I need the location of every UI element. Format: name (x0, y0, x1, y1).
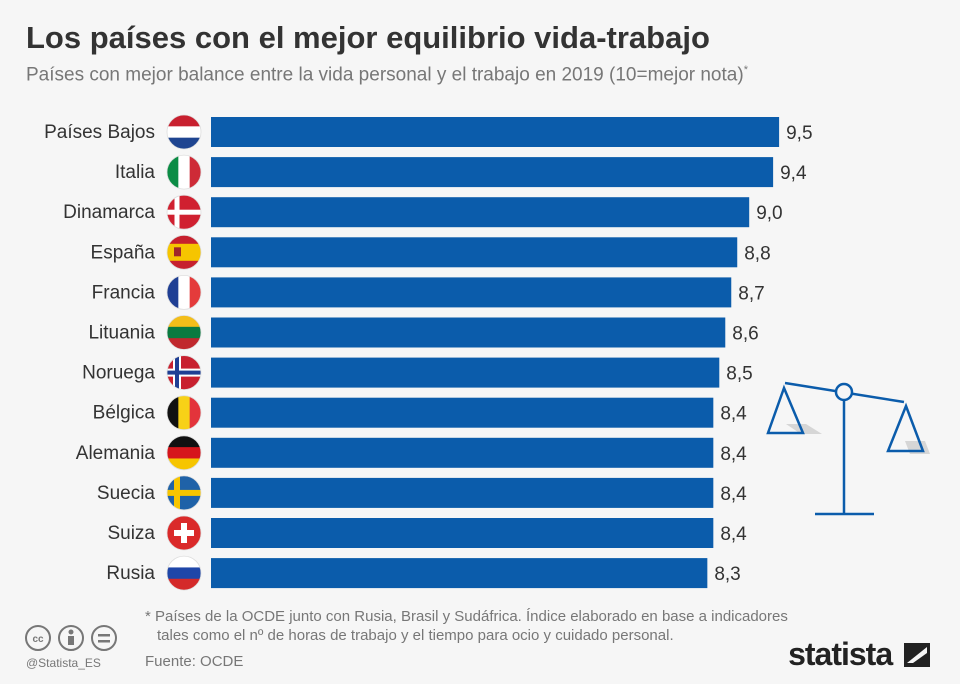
footnote-line-2: tales como el nº de horas de trabajo y e… (157, 627, 674, 644)
bar (211, 197, 750, 228)
category-label: Alemania (76, 443, 156, 464)
bar (211, 518, 714, 548)
bar (211, 357, 720, 388)
bar-row: Bélgica 8,4 (93, 395, 747, 431)
footnote-line-1: * Países de la OCDE junto con Rusia, Bra… (145, 608, 788, 625)
subtitle-mark: * (743, 64, 748, 76)
flag-switzerland-icon (166, 515, 202, 551)
statista-logo: statista (788, 636, 930, 673)
bar (211, 117, 780, 147)
category-label: Suecia (97, 483, 156, 504)
flag-spain-icon (166, 234, 202, 270)
bar-row: Alemania 8,4 (76, 435, 747, 471)
category-label: Suiza (107, 523, 155, 544)
bar (211, 157, 774, 188)
bar-row: España 8,8 (91, 234, 771, 270)
bar (211, 437, 714, 468)
value-label: 9,4 (780, 163, 807, 184)
twitter-handle: @Statista_ES (26, 656, 101, 670)
logo-text: statista (788, 636, 893, 672)
value-label: 8,4 (720, 484, 747, 505)
flag-sweden-icon (166, 475, 202, 511)
value-label: 8,3 (714, 564, 740, 585)
category-label: Italia (115, 162, 156, 183)
category-label: Francia (92, 282, 156, 303)
bar-row: Dinamarca 9,0 (63, 194, 783, 230)
flag-germany-icon (166, 435, 202, 471)
bar-row: Rusia 8,3 (106, 555, 741, 591)
bar-row: Francia 8,7 (92, 274, 765, 310)
category-label: Lituania (88, 323, 155, 344)
value-label: 9,5 (786, 123, 812, 144)
chart-subtitle: Países con mejor balance entre la vida p… (26, 64, 748, 86)
bar (211, 317, 726, 348)
bar (211, 397, 714, 428)
bar (211, 558, 708, 589)
creative-commons-icons: cc (25, 625, 117, 651)
bar (211, 237, 738, 268)
bar (211, 477, 714, 508)
bar (211, 277, 732, 308)
flag-italy-icon (166, 154, 202, 190)
chart-title: Los países con el mejor equilibrio vida-… (26, 20, 710, 55)
category-label: Rusia (106, 563, 155, 584)
subtitle-text: Países con mejor balance entre la vida p… (26, 64, 744, 86)
value-label: 8,4 (720, 404, 747, 425)
bar-row: Italia 9,4 (115, 154, 807, 190)
flag-france-icon (166, 274, 202, 310)
bar-row: Lituania 8,6 (88, 315, 759, 350)
category-label: España (91, 242, 156, 263)
value-label: 8,4 (720, 524, 747, 545)
bar-row: Suiza 8,4 (107, 515, 747, 551)
category-label: Dinamarca (63, 202, 155, 223)
value-label: 8,8 (744, 243, 770, 264)
flag-lithuania-icon (166, 315, 202, 350)
balance-scale-icon (766, 381, 930, 516)
flag-netherlands-icon (166, 114, 202, 150)
statista-logo-icon (904, 643, 930, 667)
flag-belgium-icon (166, 395, 202, 431)
value-label: 8,5 (726, 364, 752, 385)
source: Fuente: OCDE (145, 653, 244, 670)
flag-russia-icon (166, 555, 202, 591)
svg-text:cc: cc (32, 634, 44, 645)
value-label: 8,6 (732, 324, 758, 345)
flag-norway-icon (166, 355, 202, 391)
bar-row: Suecia 8,4 (97, 475, 747, 511)
category-label: Países Bajos (44, 122, 155, 143)
category-label: Noruega (82, 363, 155, 384)
value-label: 8,4 (720, 444, 747, 465)
flag-denmark-icon (166, 194, 202, 230)
value-label: 9,0 (756, 203, 782, 224)
bar-row: Países Bajos 9,5 (44, 114, 813, 150)
value-label: 8,7 (738, 283, 764, 304)
category-label: Bélgica (93, 403, 156, 424)
bar-row: Noruega 8,5 (82, 355, 753, 391)
